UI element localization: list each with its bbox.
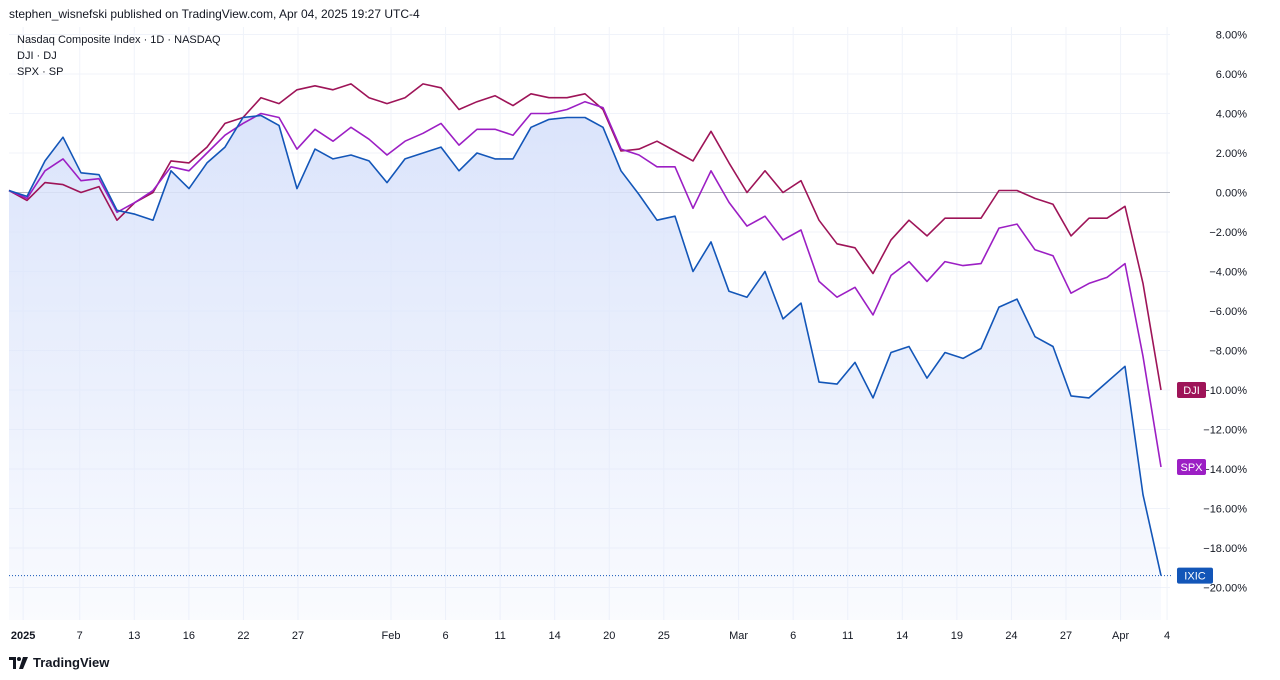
legend: Nasdaq Composite Index · 1D · NASDAQ DJI… (17, 32, 221, 80)
y-tick-label: −10.00% (1203, 385, 1247, 397)
x-tick-label: 4 (1164, 630, 1170, 642)
end-label-ixic: IXIC (1177, 567, 1213, 584)
y-tick-label: −12.00% (1203, 425, 1247, 437)
series-lines (8, 83, 1172, 577)
series-line-dji[interactable] (8, 83, 1162, 391)
x-tick-label: 22 (237, 630, 249, 642)
end-label-spx: SPX (1177, 459, 1206, 476)
y-tick-label: −6.00% (1209, 306, 1247, 318)
x-axis: 2025 7 13 16 22 27 Feb 6 11 14 20 25 Mar 6 11 14 19 24 27 A… (11, 630, 1170, 642)
series-line-spx[interactable] (8, 100, 1162, 468)
series-line-ixic[interactable] (8, 114, 1162, 576)
legend-item-ixic[interactable]: Nasdaq Composite Index · 1D · NASDAQ (17, 34, 221, 46)
x-tick-label: 2025 (11, 630, 35, 642)
y-tick-label: 8.00% (1216, 30, 1247, 42)
x-tick-label: 24 (1005, 630, 1017, 642)
y-tick-label: 0.00% (1216, 188, 1247, 200)
x-tick-label: 27 (292, 630, 304, 642)
end-label-text: DJI (1183, 385, 1200, 397)
y-tick-label: −4.00% (1209, 267, 1247, 279)
y-tick-label: −18.00% (1203, 543, 1247, 555)
y-tick-label: −20.00% (1203, 583, 1247, 595)
x-tick-label: 11 (842, 630, 853, 642)
end-label-text: SPX (1180, 462, 1203, 474)
x-tick-label: Mar (729, 630, 748, 642)
x-tick-label: 13 (128, 630, 140, 642)
tradingview-logo-icon (9, 656, 28, 669)
x-tick-label: 6 (442, 630, 448, 642)
x-tick-label: 19 (951, 630, 963, 642)
y-axis: 8.00% 6.00% 4.00% 2.00% 0.00% −2.00% −4.00% −6.… (1203, 30, 1247, 595)
legend-item-spx[interactable]: SPX · SP (17, 66, 64, 78)
x-tick-label: 7 (77, 630, 83, 642)
x-tick-label: 25 (658, 630, 670, 642)
footer-brand[interactable]: TradingView (9, 655, 109, 670)
x-tick-label: 14 (549, 630, 561, 642)
x-tick-label: 16 (183, 630, 195, 642)
x-tick-label: 14 (896, 630, 908, 642)
tradingview-label: TradingView (33, 655, 110, 670)
x-tick-label: 20 (603, 630, 615, 642)
x-tick-label: Feb (381, 630, 400, 642)
x-tick-label: 6 (790, 630, 796, 642)
y-tick-label: −16.00% (1203, 504, 1247, 516)
published-header: stephen_wisnefski published on TradingVi… (9, 7, 420, 21)
y-tick-label: −14.00% (1203, 464, 1247, 476)
y-tick-label: 4.00% (1216, 109, 1247, 121)
y-tick-label: −8.00% (1209, 346, 1247, 358)
x-tick-label: 27 (1060, 630, 1072, 642)
x-tick-label: 11 (494, 630, 505, 642)
x-tick-label: Apr (1112, 630, 1129, 642)
ixic-area (9, 115, 1161, 620)
end-label-dji: DJI (1177, 382, 1206, 398)
end-label-bg (1177, 382, 1206, 398)
end-label-bg (1177, 459, 1206, 476)
end-label-bg (1177, 567, 1213, 584)
end-label-text: IXIC (1184, 571, 1205, 583)
legend-item-dji[interactable]: DJI · DJ (17, 50, 57, 62)
ixic-area-fill (9, 115, 1161, 620)
y-tick-label: 6.00% (1216, 69, 1247, 81)
y-tick-label: 2.00% (1216, 148, 1247, 160)
y-tick-label: −2.00% (1209, 227, 1247, 239)
end-labels: DJI SPX IXIC (1177, 382, 1213, 584)
